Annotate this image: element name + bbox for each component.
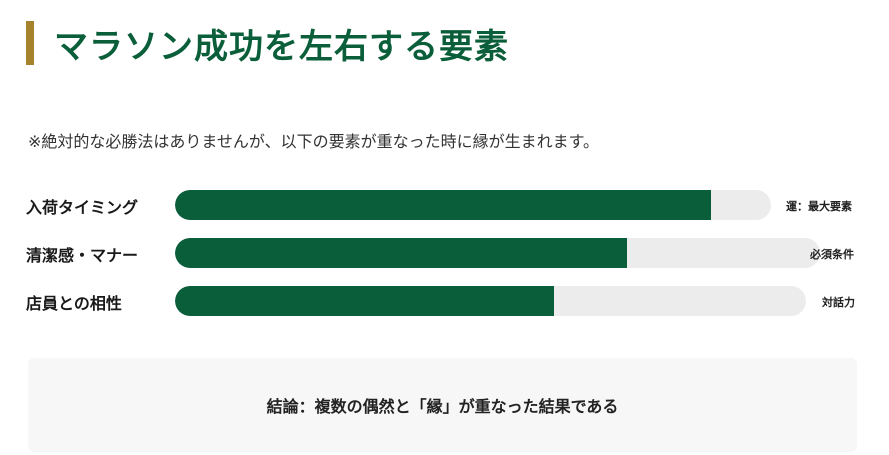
factor-row-staff: 店員との相性 対話力 [26, 286, 866, 316]
factor-track [175, 286, 806, 316]
factor-track [175, 238, 820, 268]
factor-label: 店員との相性 [26, 294, 122, 313]
factor-row-timing: 入荷タイミング 運：最大要素 [26, 190, 866, 220]
factor-fill [175, 286, 554, 316]
title-accent-bar [26, 21, 34, 65]
factor-note: 必須条件 [810, 248, 854, 261]
page-header: マラソン成功を左右する要素 [26, 20, 509, 67]
factor-note: 運：最大要素 [786, 200, 852, 213]
factor-label: 清潔感・マナー [26, 246, 139, 265]
conclusion-text: 結論：複数の偶然と「縁」が重なった結果である [266, 397, 619, 416]
factor-note: 対話力 [822, 296, 855, 309]
intro-note: ※絶対的な必勝法はありませんが、以下の要素が重なった時に縁が生まれます。 [28, 132, 600, 151]
page-title: マラソン成功を左右する要素 [54, 26, 509, 67]
factor-row-manners: 清潔感・マナー 必須条件 [26, 238, 866, 268]
factor-bars: 入荷タイミング 運：最大要素 清潔感・マナー 必須条件 店員との相性 対話力 [26, 190, 866, 334]
factor-fill [175, 190, 712, 220]
conclusion-box: 結論：複数の偶然と「縁」が重なった結果である [28, 358, 857, 452]
factor-label: 入荷タイミング [26, 198, 139, 217]
factor-track [175, 190, 771, 220]
factor-fill [175, 238, 627, 268]
